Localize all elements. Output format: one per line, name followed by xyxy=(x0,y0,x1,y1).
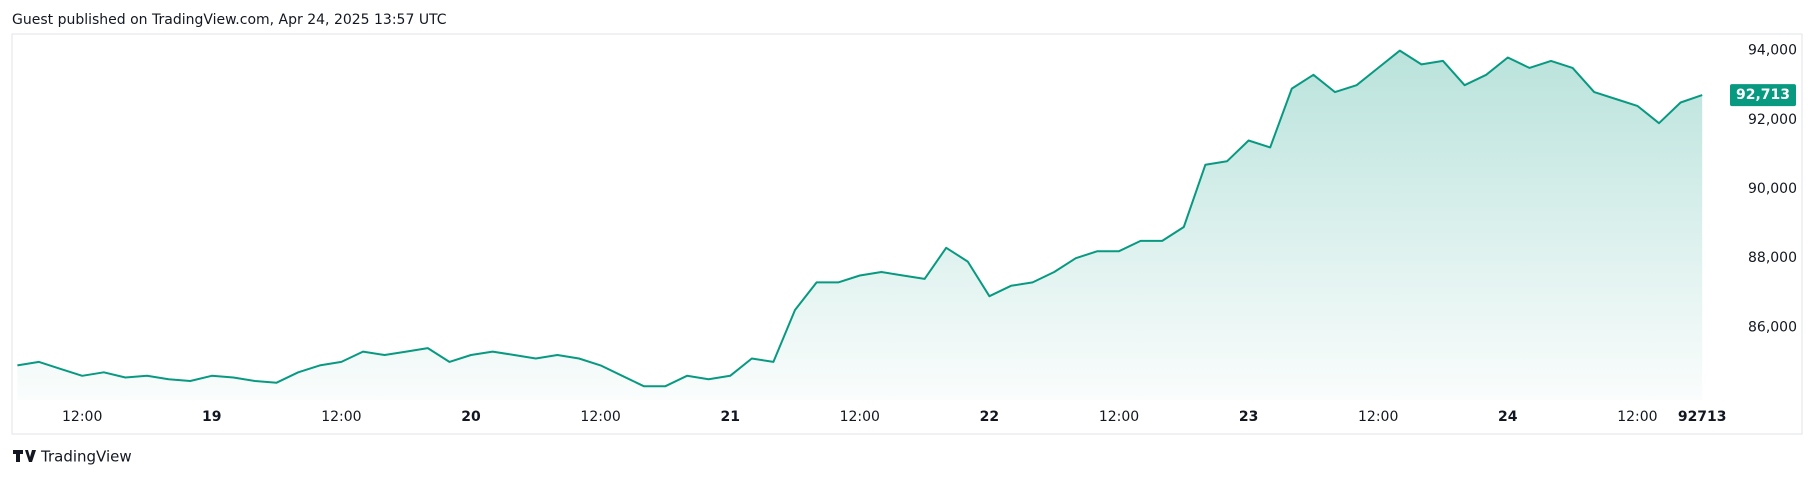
footer-brand: TradingView xyxy=(40,448,132,466)
price-tag-label: 92,713 xyxy=(1736,87,1790,103)
y-tick-label: 86,000 xyxy=(1748,319,1797,335)
y-tick-label: 92,000 xyxy=(1748,112,1797,128)
header-title: Guest published on TradingView.com, Apr … xyxy=(12,12,447,28)
area-fill xyxy=(17,50,1703,400)
frame xyxy=(11,33,1803,435)
price-tag xyxy=(1730,84,1796,107)
x-tick-label: 12:00 xyxy=(1358,409,1398,425)
x-tick-label: 21 xyxy=(720,409,739,425)
x-tick-label: 12:00 xyxy=(840,409,880,425)
x-tick-label: 12:00 xyxy=(1617,409,1657,425)
x-tick-label: 20 xyxy=(461,409,481,425)
x-tick-label: 12:00 xyxy=(580,409,620,425)
x-tick-label: 23 xyxy=(1239,409,1258,425)
x-tick-label: 12:00 xyxy=(321,409,361,425)
logo xyxy=(13,450,36,462)
x-tick-label: 92713 xyxy=(1678,409,1727,425)
x-tick-label: 19 xyxy=(202,409,221,425)
price-line xyxy=(17,49,1703,388)
x-tick-label: 12:00 xyxy=(1099,409,1139,425)
x-tick-label: 22 xyxy=(980,409,999,425)
y-tick-label: 94,000 xyxy=(1748,43,1797,59)
x-tick-label: 24 xyxy=(1498,409,1518,425)
y-tick-label: 88,000 xyxy=(1748,250,1797,266)
y-tick-label: 90,000 xyxy=(1748,181,1797,197)
x-tick-label: 12:00 xyxy=(62,409,102,425)
